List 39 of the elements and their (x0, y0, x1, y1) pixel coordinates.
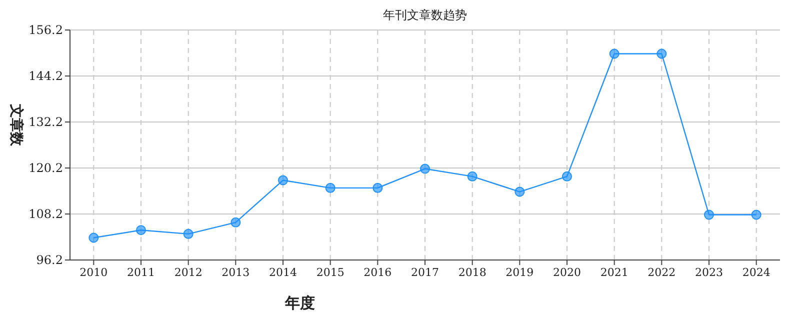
point (467, 171, 478, 182)
x-tick-label: 2021 (600, 266, 628, 279)
point (88, 232, 99, 243)
x-tick-label: 2019 (506, 266, 534, 279)
x-tick-label: 2023 (695, 266, 723, 279)
x-tick-label: 2016 (364, 266, 392, 279)
x-tick-label: 2018 (458, 266, 486, 279)
point (514, 186, 525, 197)
x-tick-label: 2012 (174, 266, 202, 279)
x-tick-label: 2022 (648, 266, 676, 279)
y-tick-label: 108.2 (28, 207, 63, 221)
x-tick-label: 2024 (742, 266, 770, 279)
x-tick-label: 2015 (316, 266, 344, 279)
y-tick-label: 156.2 (28, 23, 63, 37)
x-tick-label: 2020 (553, 266, 581, 279)
point (136, 225, 146, 236)
x-tick-label: 2017 (411, 266, 439, 279)
point (420, 164, 430, 174)
y-tick-label: 120.2 (28, 161, 63, 175)
point (230, 217, 241, 228)
point (609, 48, 620, 59)
x-tick-label: 2013 (222, 266, 250, 279)
point (325, 182, 336, 193)
point (183, 228, 194, 239)
point (372, 182, 383, 193)
point (704, 210, 714, 220)
x-tick-label: 2014 (269, 266, 297, 279)
x-axis-title: 年度 (284, 294, 315, 312)
chart-title: 年刊文章数趋势 (383, 8, 467, 22)
y-tick-label: 96.2 (36, 253, 63, 267)
y-tick-label: 132.2 (28, 115, 63, 129)
x-tick-label: 2010 (80, 266, 108, 279)
y-tick-label: 144.2 (28, 69, 63, 83)
point (278, 175, 288, 186)
point (562, 171, 572, 182)
point (751, 210, 762, 220)
point (656, 48, 667, 59)
x-tick-label: 2011 (127, 266, 155, 279)
y-axis-title: 文章数 (8, 103, 25, 147)
